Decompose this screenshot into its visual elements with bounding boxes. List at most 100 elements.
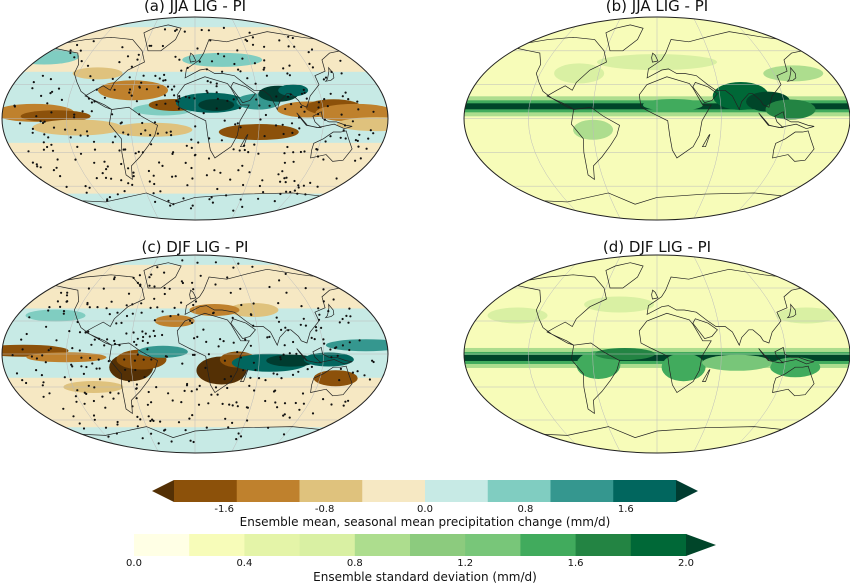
significance-dot [253, 389, 256, 392]
significance-dot [136, 425, 139, 428]
panel-d: (d) DJF LIG - PI [462, 238, 850, 458]
significance-dot [177, 107, 180, 110]
significance-dot [162, 79, 165, 82]
significance-dot [211, 201, 214, 204]
significance-dot [197, 141, 200, 144]
significance-dot [351, 120, 354, 123]
significance-dot [167, 199, 170, 202]
significance-dot [113, 88, 116, 91]
significance-dot [299, 150, 302, 154]
significance-dot [40, 94, 43, 97]
significance-dot [106, 165, 109, 168]
significance-dot [252, 302, 255, 305]
coastline [570, 342, 620, 415]
precip-region [182, 52, 263, 67]
significance-dot [163, 286, 166, 290]
significance-dot [156, 266, 159, 269]
significance-dot [73, 113, 76, 116]
significance-dot [170, 88, 173, 91]
significance-dot [88, 186, 91, 189]
coastline [570, 106, 620, 181]
significance-dot [130, 94, 133, 97]
significance-dot [284, 107, 287, 111]
significance-dot [93, 386, 96, 389]
coastline [184, 31, 341, 111]
significance-dot [303, 91, 306, 94]
significance-dot [31, 131, 34, 134]
significance-dot [128, 76, 131, 79]
significance-dot [335, 177, 338, 180]
significance-dot [313, 338, 316, 341]
significance-dot [248, 171, 251, 174]
significance-dot [317, 307, 320, 310]
significance-dot [68, 330, 71, 333]
significance-dot [372, 132, 375, 135]
significance-dot [275, 95, 278, 98]
significance-dot [144, 129, 147, 132]
significance-dot [85, 365, 88, 369]
colorbar-bin [520, 534, 577, 556]
significance-dot [122, 131, 125, 134]
significance-dot [132, 276, 135, 279]
graticule-line [729, 17, 786, 220]
significance-dot [287, 329, 290, 332]
significance-dot [95, 367, 98, 370]
significance-dot [35, 163, 38, 166]
significance-dot [188, 96, 191, 99]
significance-dot [89, 356, 92, 360]
significance-dot [146, 348, 149, 351]
significance-dot [55, 339, 58, 342]
significance-dot [292, 151, 295, 154]
significance-dot [174, 29, 177, 32]
coastline [143, 24, 182, 52]
significance-dot [147, 415, 150, 418]
significance-dot [142, 74, 145, 77]
significance-dot [150, 401, 153, 404]
significance-dot [135, 397, 138, 400]
significance-dot [264, 399, 267, 403]
significance-dot [210, 393, 213, 396]
significance-dot [259, 118, 262, 121]
significance-dot [191, 177, 194, 180]
significance-dot [276, 406, 279, 409]
significance-dot [303, 150, 306, 153]
significance-dot [149, 134, 152, 137]
significance-dot [354, 159, 357, 162]
significance-dot [113, 339, 116, 342]
significance-dot [141, 121, 144, 125]
coastline [239, 134, 249, 148]
significance-dot [86, 134, 89, 137]
significance-dot [210, 60, 214, 63]
significance-dot [282, 132, 285, 136]
significance-dot [205, 68, 208, 71]
significance-dot [148, 44, 151, 47]
colorbar-bin [425, 480, 489, 502]
significance-dot [368, 378, 371, 381]
significance-dot [348, 348, 351, 352]
significance-dot [76, 389, 79, 392]
significance-dot [232, 266, 235, 269]
significance-dot [50, 143, 53, 146]
significance-dot [139, 132, 143, 135]
significance-dot [123, 190, 126, 193]
significance-dot [175, 28, 178, 31]
significance-dot [173, 85, 176, 88]
significance-dot [275, 316, 278, 319]
colorbar-bin [354, 534, 411, 556]
significance-dot [135, 387, 138, 390]
significance-dot [303, 110, 306, 113]
significance-dot [161, 44, 164, 48]
significance-dot [233, 62, 236, 66]
significance-dot [332, 298, 335, 301]
significance-dot [324, 76, 328, 79]
significance-dot [192, 288, 195, 291]
significance-dot [133, 340, 136, 343]
significance-dot [286, 72, 289, 75]
significance-dot [322, 338, 325, 341]
significance-dot [131, 303, 134, 306]
significance-dot [356, 100, 359, 103]
significance-dot [149, 419, 152, 423]
significance-dot [317, 101, 320, 104]
significance-dot [246, 39, 249, 43]
significance-dot [296, 192, 299, 195]
